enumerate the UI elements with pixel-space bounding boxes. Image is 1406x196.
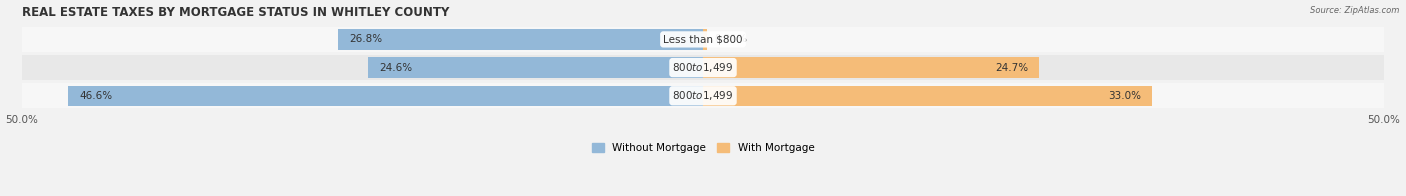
- Bar: [703, 86, 1153, 106]
- Text: 24.7%: 24.7%: [995, 63, 1029, 73]
- Legend: Without Mortgage, With Mortgage: Without Mortgage, With Mortgage: [588, 139, 818, 157]
- Text: REAL ESTATE TAXES BY MORTGAGE STATUS IN WHITLEY COUNTY: REAL ESTATE TAXES BY MORTGAGE STATUS IN …: [22, 5, 450, 19]
- Text: $800 to $1,499: $800 to $1,499: [672, 61, 734, 74]
- Text: 26.8%: 26.8%: [349, 34, 382, 44]
- Text: Less than $800: Less than $800: [664, 34, 742, 44]
- Bar: [22, 27, 1384, 52]
- Text: Source: ZipAtlas.com: Source: ZipAtlas.com: [1309, 6, 1399, 15]
- Text: 46.6%: 46.6%: [79, 91, 112, 101]
- Text: 33.0%: 33.0%: [1108, 91, 1142, 101]
- Text: 24.6%: 24.6%: [378, 63, 412, 73]
- Bar: [22, 55, 1384, 80]
- Bar: [22, 83, 1384, 108]
- Bar: [368, 57, 703, 78]
- Bar: [703, 29, 707, 50]
- Bar: [703, 57, 1039, 78]
- Bar: [69, 86, 703, 106]
- Text: 0.31%: 0.31%: [714, 34, 747, 44]
- Text: $800 to $1,499: $800 to $1,499: [672, 89, 734, 102]
- Bar: [337, 29, 703, 50]
